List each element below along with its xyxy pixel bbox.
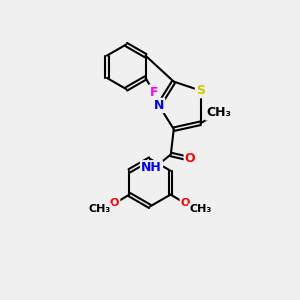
Text: CH₃: CH₃ xyxy=(88,204,111,214)
Text: CH₃: CH₃ xyxy=(206,106,231,119)
Text: O: O xyxy=(181,199,190,208)
Text: NH: NH xyxy=(141,161,162,174)
Text: F: F xyxy=(149,85,158,99)
Text: O: O xyxy=(185,152,195,165)
Text: N: N xyxy=(154,99,164,112)
Text: S: S xyxy=(196,84,205,97)
Text: CH₃: CH₃ xyxy=(189,204,212,214)
Text: O: O xyxy=(110,199,119,208)
